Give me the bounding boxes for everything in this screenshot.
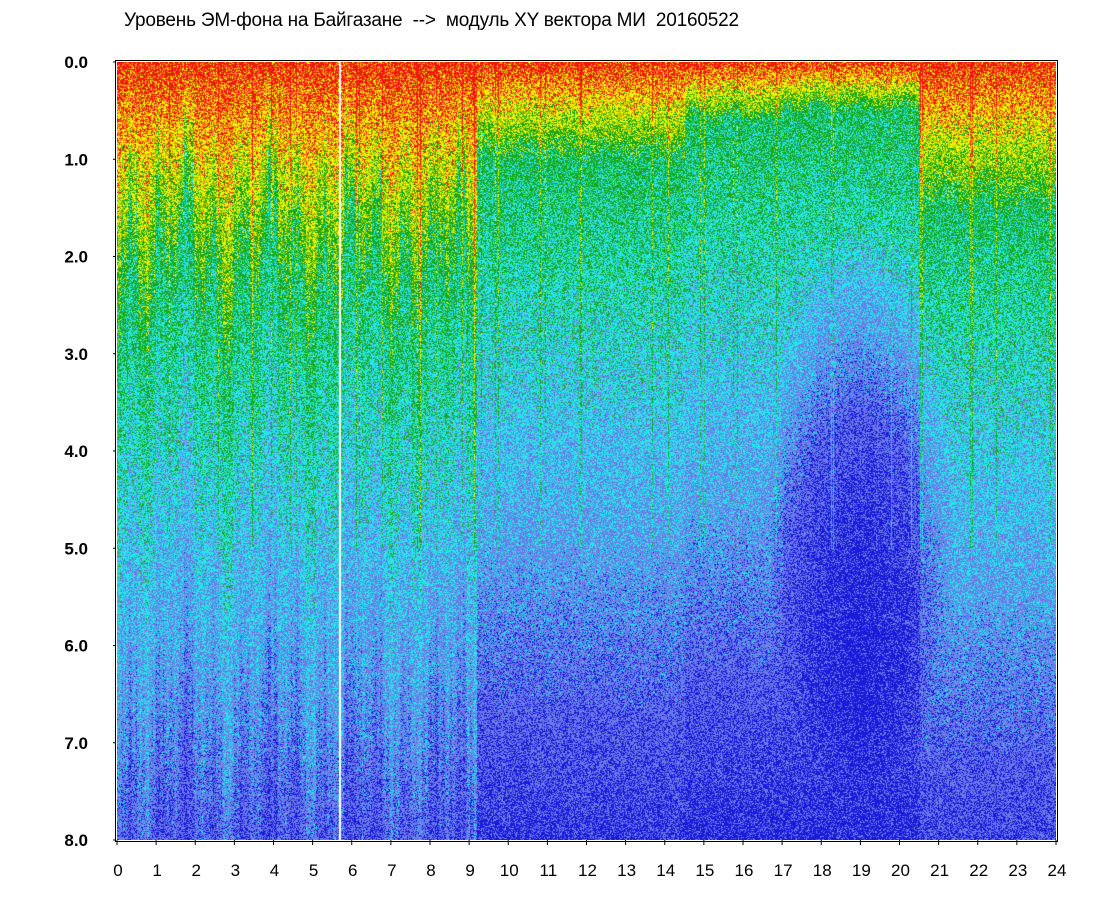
heatmap-canvas	[117, 62, 1056, 840]
x-tick-label: 7	[387, 861, 396, 880]
x-tick-label: 22	[969, 861, 988, 880]
x-tick-label: 14	[656, 861, 675, 880]
y-tick-label: 5.0	[64, 539, 88, 558]
x-tick-label: 4	[270, 861, 279, 880]
x-tick-label: 13	[617, 861, 636, 880]
x-tick-label: 16	[735, 861, 754, 880]
x-tick-label: 6	[348, 861, 357, 880]
x-tick-label: 11	[540, 861, 558, 880]
x-tick-label: 21	[930, 861, 949, 880]
x-tick-label: 1	[152, 861, 161, 880]
y-tick-label: 6.0	[64, 637, 88, 656]
x-tick-label: 12	[578, 861, 597, 880]
y-tick-label: 0.0	[64, 53, 88, 72]
y-axis-ticks: 0.0 1.0 2.0 3.0 4.0 5.0 6.0 7.0 8.0	[64, 53, 116, 850]
x-tick-label: 2	[192, 861, 201, 880]
x-tick-label: 9	[465, 861, 474, 880]
x-tick-label: 15	[695, 861, 714, 880]
x-tick-label: 19	[852, 861, 871, 880]
x-tick-label: 24	[1048, 861, 1067, 880]
x-tick-label: 18	[813, 861, 832, 880]
x-axis-ticks: 0 1 2 3 4 5 6 7 8 9 10 11 12 13 14 15 16 17 18 19 20 21 22 23 24	[113, 840, 1066, 880]
x-tick-label: 0	[113, 861, 122, 880]
x-tick-label: 23	[1008, 861, 1027, 880]
y-tick-label: 3.0	[64, 345, 88, 364]
y-tick-label: 4.0	[64, 442, 88, 461]
y-tick-label: 8.0	[64, 831, 88, 850]
x-tick-label: 10	[500, 861, 519, 880]
chart-title: Уровень ЭМ-фона на Байгазане --> модуль …	[124, 10, 739, 31]
y-tick-label: 1.0	[64, 150, 88, 169]
x-tick-label: 17	[774, 861, 793, 880]
x-tick-label: 5	[309, 861, 318, 880]
y-tick-label: 7.0	[64, 734, 88, 753]
x-tick-label: 3	[231, 861, 240, 880]
x-tick-label: 20	[891, 861, 910, 880]
y-tick-label: 2.0	[64, 248, 88, 267]
x-tick-label: 8	[426, 861, 435, 880]
